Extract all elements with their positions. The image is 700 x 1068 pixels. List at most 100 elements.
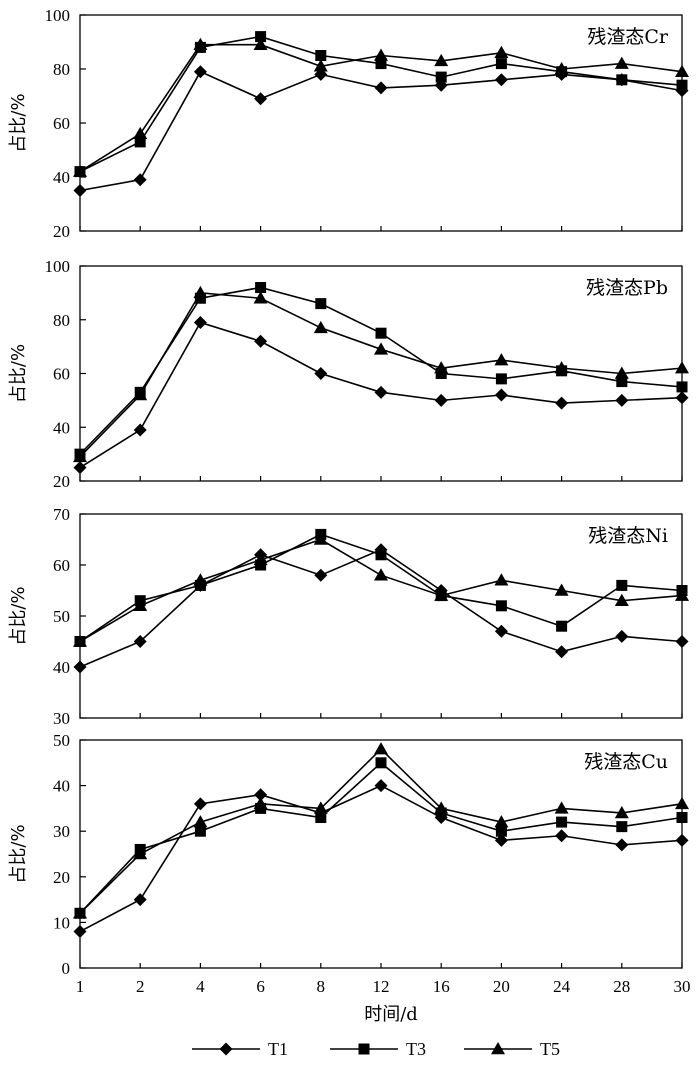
data-point-T1 (254, 92, 268, 106)
data-point-T1 (314, 367, 328, 380)
data-point-T3 (375, 58, 387, 70)
data-point-T3 (375, 549, 387, 561)
y-tick-label: 50 (53, 731, 70, 750)
x-tick-label: 8 (317, 977, 326, 996)
data-point-T5 (193, 573, 208, 586)
data-point-T5 (313, 532, 328, 545)
data-point-T5 (73, 449, 87, 463)
data-point-T5 (554, 801, 569, 814)
data-point-T5 (434, 588, 449, 601)
data-point-T1 (555, 645, 569, 659)
data-point-T3 (616, 376, 628, 388)
data-point-T1 (675, 391, 689, 405)
series-line-T1 (79, 784, 683, 933)
data-point-T1 (73, 660, 87, 674)
data-point-T5 (313, 320, 328, 334)
x-tick-label: 12 (373, 977, 390, 996)
data-point-T5 (313, 801, 328, 814)
x-tick-label: 24 (553, 977, 571, 996)
legend-marker (491, 1042, 505, 1055)
series-T5 (73, 285, 689, 463)
data-point-T5 (193, 285, 208, 299)
data-point-T3 (315, 298, 327, 310)
data-point-T5 (133, 388, 148, 401)
x-tick-label: 30 (674, 977, 691, 996)
data-point-T5 (434, 801, 449, 814)
data-point-T5 (374, 48, 388, 61)
data-point-T1 (314, 568, 328, 582)
series-line-T1 (79, 548, 683, 668)
y-tick-label: 80 (53, 60, 70, 79)
series-line-T5 (79, 747, 683, 914)
y-tick-label: 30 (53, 709, 70, 728)
legend-item-T5: T5 (464, 1039, 560, 1059)
data-point-T3 (375, 327, 387, 339)
y-tick-label: 50 (53, 607, 70, 626)
data-point-T1 (615, 838, 629, 852)
y-tick-label: 20 (53, 472, 70, 491)
y-tick-label: 20 (53, 868, 70, 887)
y-tick-label: 40 (53, 418, 70, 437)
data-point-T1 (374, 779, 388, 793)
x-axis-label: 时间/d (364, 1004, 418, 1025)
data-point-T3 (194, 825, 206, 837)
data-point-T5 (614, 593, 629, 606)
data-point-T3 (375, 757, 387, 769)
data-point-T5 (133, 598, 148, 612)
data-point-T5 (675, 588, 689, 601)
data-point-T3 (676, 812, 688, 824)
data-point-T5 (675, 796, 689, 810)
legend-marker (219, 1042, 233, 1056)
y-tick-label: 10 (53, 913, 70, 932)
x-tick-label: 2 (136, 977, 145, 996)
panel-title: 残渣态Ni (588, 525, 668, 547)
data-point-T5 (374, 742, 388, 755)
data-point-T5 (494, 353, 509, 366)
data-point-T5 (494, 815, 509, 828)
y-tick-label: 20 (53, 222, 70, 241)
x-tick-label: 28 (613, 977, 630, 996)
data-point-T3 (495, 373, 507, 385)
data-point-T5 (554, 361, 569, 374)
data-point-T1 (675, 833, 689, 847)
data-point-T1 (555, 829, 569, 843)
data-point-T3 (435, 368, 447, 379)
legend-label: T3 (406, 1039, 426, 1059)
data-point-T3 (556, 816, 568, 828)
data-point-T3 (194, 292, 206, 304)
data-point-T1 (494, 388, 508, 402)
panel-title: 残渣态Cr (587, 26, 669, 48)
x-tick-label: 1 (76, 977, 85, 996)
y-tick-label: 70 (53, 505, 70, 524)
data-point-T5 (494, 573, 509, 586)
data-point-T1 (193, 315, 207, 329)
y-tick-label: 40 (53, 658, 70, 677)
x-tick-label: 20 (493, 977, 510, 996)
data-point-T5 (313, 59, 328, 72)
data-point-T5 (133, 126, 148, 140)
legend-label: T5 (540, 1039, 560, 1059)
data-point-T5 (554, 62, 569, 75)
data-point-T5 (614, 56, 629, 69)
series-T1 (73, 65, 689, 197)
data-point-T1 (254, 788, 268, 802)
data-point-T5 (193, 815, 208, 828)
data-point-T1 (494, 833, 508, 847)
y-tick-label: 60 (53, 365, 70, 384)
data-point-T5 (73, 634, 87, 647)
data-point-T1 (133, 423, 147, 437)
series-T1 (73, 315, 689, 475)
data-point-T5 (554, 583, 569, 596)
y-axis-label: 占比/% (8, 344, 29, 403)
data-point-T3 (616, 579, 628, 591)
series-T5 (73, 742, 689, 919)
y-axis-label: 占比/% (8, 586, 29, 645)
data-point-T1 (193, 797, 207, 811)
data-point-T1 (494, 73, 508, 87)
y-tick-label: 40 (53, 777, 70, 796)
data-point-T3 (676, 381, 688, 393)
data-point-T5 (253, 552, 268, 566)
y-axis-label: 占比/% (8, 93, 29, 152)
data-point-T5 (253, 796, 268, 810)
